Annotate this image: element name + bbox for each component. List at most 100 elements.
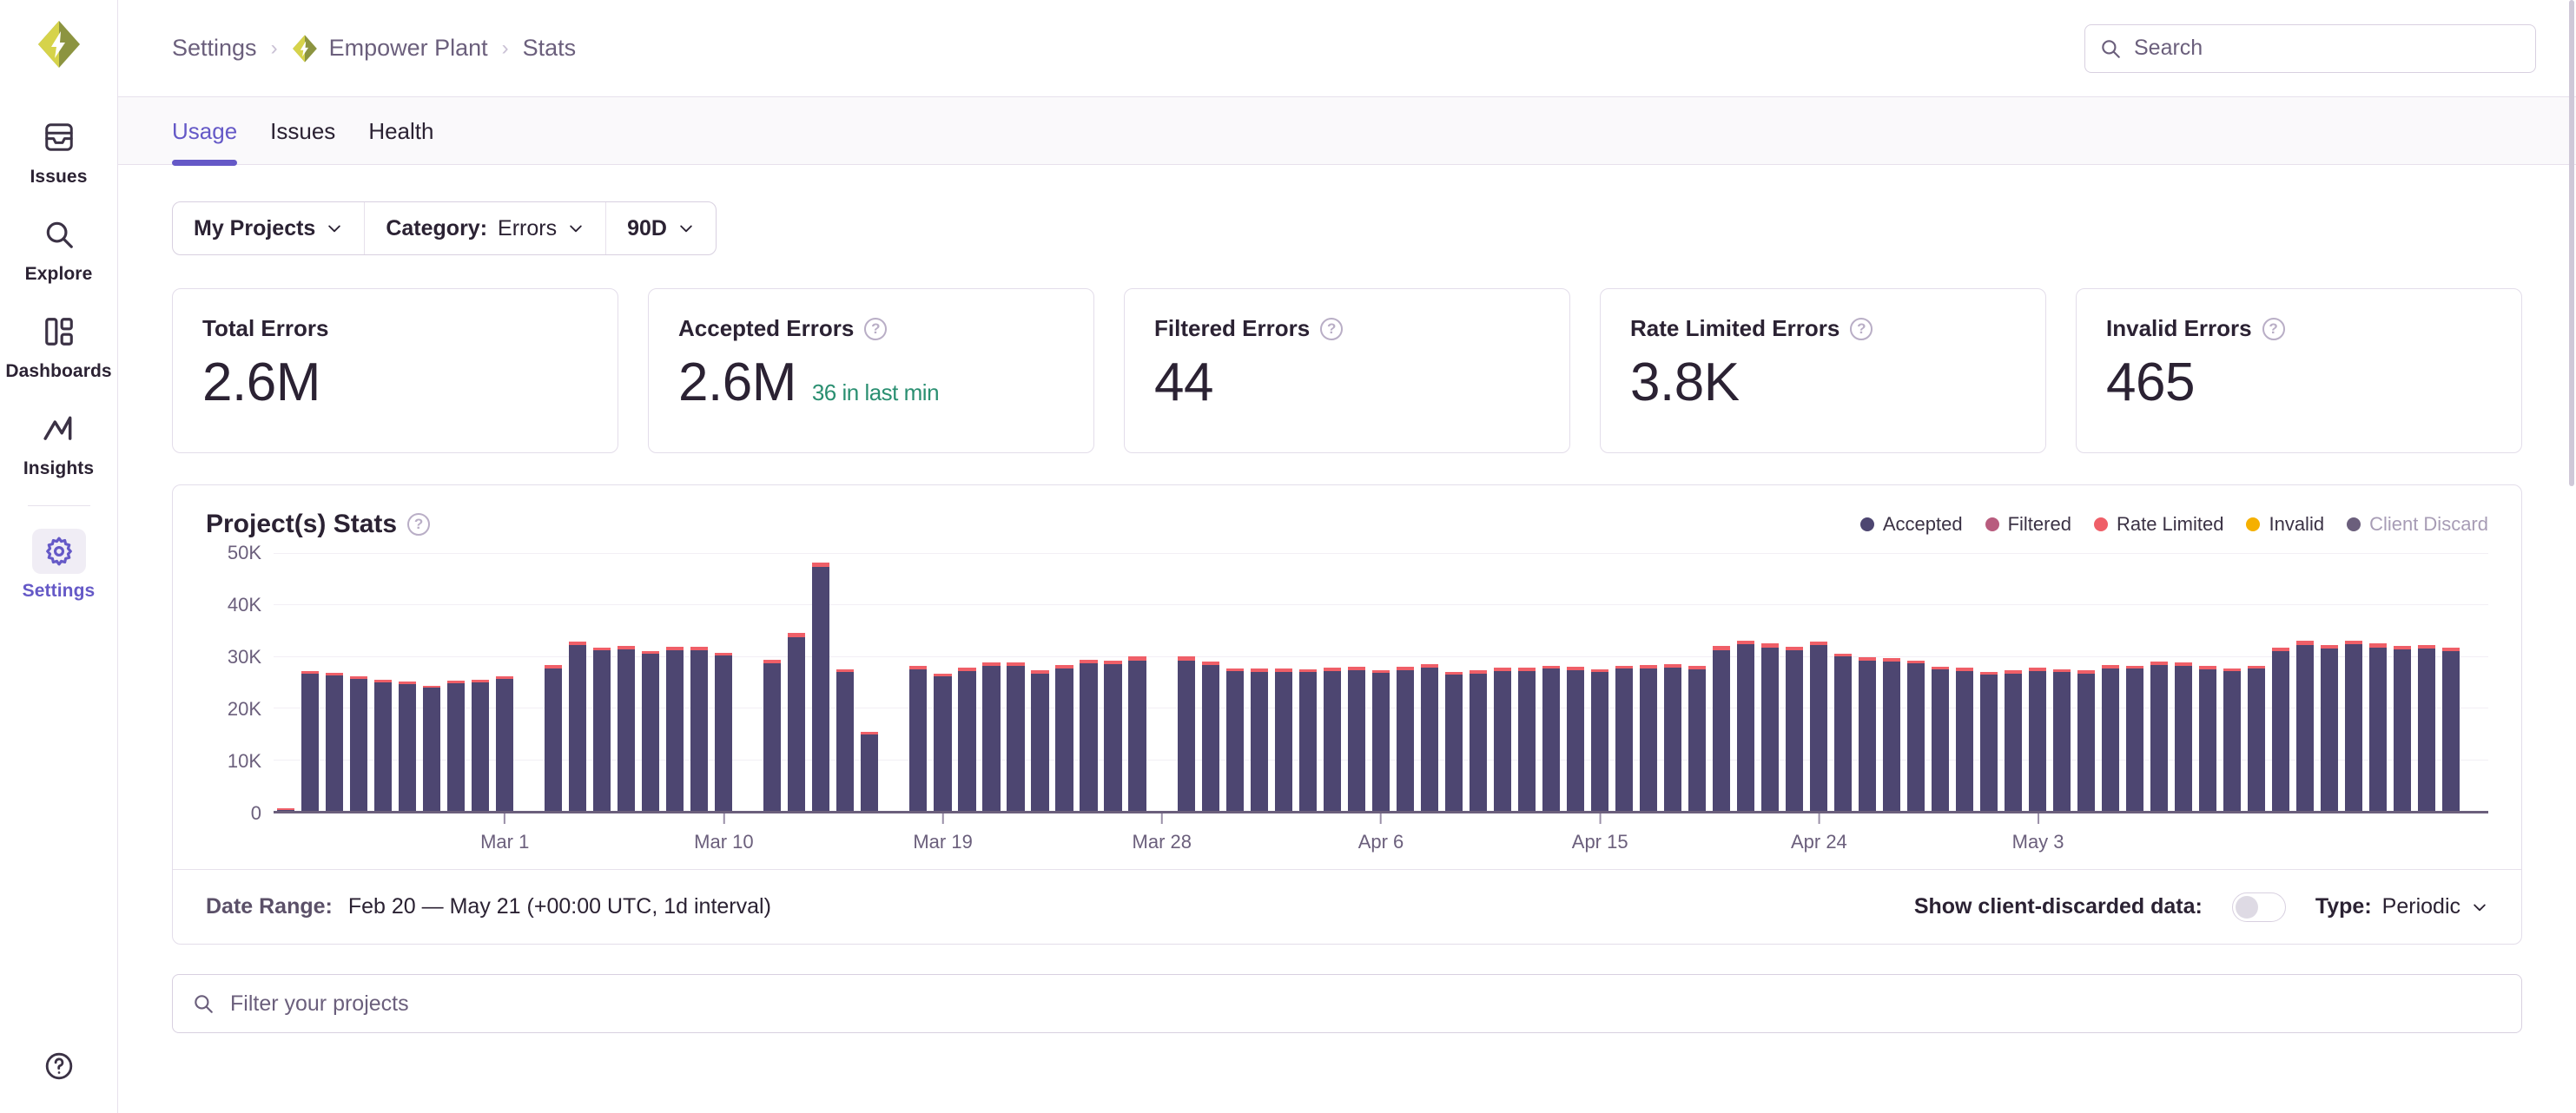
bar-slot[interactable] <box>298 553 322 811</box>
bar-slot[interactable] <box>1003 553 1027 811</box>
bar-slot[interactable] <box>906 553 930 811</box>
bar-slot[interactable] <box>1490 553 1515 811</box>
tab-usage[interactable]: Usage <box>172 118 238 166</box>
sidebar-item-settings[interactable]: Settings <box>11 529 107 602</box>
bar-slot[interactable] <box>882 553 906 811</box>
legend-item-filtered[interactable]: Filtered <box>1985 513 2071 536</box>
bar-slot[interactable] <box>1588 553 1612 811</box>
help-icon[interactable]: ? <box>1850 317 1873 340</box>
bar-slot[interactable] <box>2293 553 2317 811</box>
sidebar-item-issues[interactable]: Issues <box>11 115 107 188</box>
client-discard-toggle[interactable] <box>2231 892 2286 922</box>
sidebar-item-explore[interactable]: Explore <box>11 212 107 285</box>
bar-slot[interactable] <box>1904 553 1928 811</box>
bar-slot[interactable] <box>1758 553 1782 811</box>
help-icon[interactable]: ? <box>1320 317 1344 340</box>
bar-slot[interactable] <box>638 553 663 811</box>
bar-slot[interactable] <box>2050 553 2074 811</box>
bar-slot[interactable] <box>1661 553 1685 811</box>
bar-slot[interactable] <box>1174 553 1199 811</box>
help-icon[interactable]: ? <box>864 317 888 340</box>
help-icon[interactable]: ? <box>2262 317 2285 340</box>
bar-slot[interactable] <box>1417 553 1442 811</box>
tab-issues[interactable]: Issues <box>270 118 336 144</box>
bar-slot[interactable] <box>1442 553 1466 811</box>
bar-slot[interactable] <box>1977 553 2001 811</box>
bar-slot[interactable] <box>371 553 395 811</box>
bar-slot[interactable] <box>492 553 517 811</box>
breadcrumb-item-project[interactable]: Empower Plant <box>292 34 488 63</box>
bar-slot[interactable] <box>1247 553 1271 811</box>
bar-slot[interactable] <box>2025 553 2050 811</box>
bar-slot[interactable] <box>2220 553 2244 811</box>
bar-slot[interactable] <box>1855 553 1879 811</box>
bar-slot[interactable] <box>1879 553 1904 811</box>
bar-slot[interactable] <box>444 553 468 811</box>
bar-slot[interactable] <box>1782 553 1807 811</box>
bar-slot[interactable] <box>1636 553 1661 811</box>
bar-slot[interactable] <box>663 553 687 811</box>
sentry-logo-icon[interactable] <box>36 19 82 69</box>
bar-slot[interactable] <box>2366 553 2390 811</box>
bar-slot[interactable] <box>1831 553 1855 811</box>
help-icon[interactable]: ? <box>407 513 431 536</box>
bar-slot[interactable] <box>2463 553 2487 811</box>
bar-slot[interactable] <box>2171 553 2196 811</box>
bar-slot[interactable] <box>1612 553 1636 811</box>
type-selector[interactable]: Type: Periodic <box>2315 894 2488 919</box>
category-filter-button[interactable]: Category: Errors <box>364 202 605 254</box>
bar-slot[interactable] <box>517 553 541 811</box>
bar-slot[interactable] <box>1027 553 1052 811</box>
legend-item-invalid[interactable]: Invalid <box>2246 513 2324 536</box>
bar-slot[interactable] <box>1053 553 1077 811</box>
bar-slot[interactable] <box>419 553 444 811</box>
bar-slot[interactable] <box>2244 553 2269 811</box>
page-scrollbar-thumb[interactable] <box>2569 0 2574 486</box>
bar-slot[interactable] <box>979 553 1003 811</box>
bar-slot[interactable] <box>1393 553 1417 811</box>
bar-slot[interactable] <box>1320 553 1344 811</box>
bar-slot[interactable] <box>1296 553 1320 811</box>
global-search-input[interactable]: Search <box>2084 23 2536 73</box>
bar-slot[interactable] <box>1199 553 1223 811</box>
projects-filter-button[interactable]: My Projects <box>173 202 364 254</box>
legend-item-accepted[interactable]: Accepted <box>1859 513 1963 536</box>
bar-slot[interactable] <box>1077 553 1101 811</box>
bar-slot[interactable] <box>736 553 760 811</box>
bar-slot[interactable] <box>541 553 565 811</box>
bar-slot[interactable] <box>347 553 371 811</box>
bar-slot[interactable] <box>2269 553 2293 811</box>
breadcrumb-item-stats[interactable]: Stats <box>522 35 577 61</box>
bar-slot[interactable] <box>2196 553 2220 811</box>
bar-slot[interactable] <box>1928 553 1952 811</box>
bar-slot[interactable] <box>687 553 711 811</box>
bar-slot[interactable] <box>468 553 492 811</box>
bar-slot[interactable] <box>954 553 979 811</box>
bar-slot[interactable] <box>1685 553 1709 811</box>
bar-slot[interactable] <box>784 553 809 811</box>
bar-slot[interactable] <box>930 553 954 811</box>
period-filter-button[interactable]: 90D <box>605 202 716 254</box>
bar-slot[interactable] <box>1952 553 1977 811</box>
help-circle-icon[interactable] <box>43 1050 75 1082</box>
bar-slot[interactable] <box>2439 553 2463 811</box>
bar-slot[interactable] <box>1515 553 1539 811</box>
bar-slot[interactable] <box>1734 553 1758 811</box>
bar-slot[interactable] <box>1101 553 1126 811</box>
bar-slot[interactable] <box>857 553 882 811</box>
bar-slot[interactable] <box>395 553 419 811</box>
bar-slot[interactable] <box>565 553 590 811</box>
bar-slot[interactable] <box>2342 553 2366 811</box>
legend-item-rate-limited[interactable]: Rate Limited <box>2093 513 2223 536</box>
bar-slot[interactable] <box>2074 553 2098 811</box>
bar-slot[interactable] <box>2098 553 2123 811</box>
bar-slot[interactable] <box>322 553 347 811</box>
sidebar-item-insights[interactable]: Insights <box>11 406 107 479</box>
tab-health[interactable]: Health <box>368 118 434 144</box>
bar-slot[interactable] <box>1126 553 1150 811</box>
bar-slot[interactable] <box>1369 553 1393 811</box>
bar-slot[interactable] <box>2147 553 2171 811</box>
bar-slot[interactable] <box>590 553 614 811</box>
bar-slot[interactable] <box>274 553 298 811</box>
bar-slot[interactable] <box>1223 553 1247 811</box>
